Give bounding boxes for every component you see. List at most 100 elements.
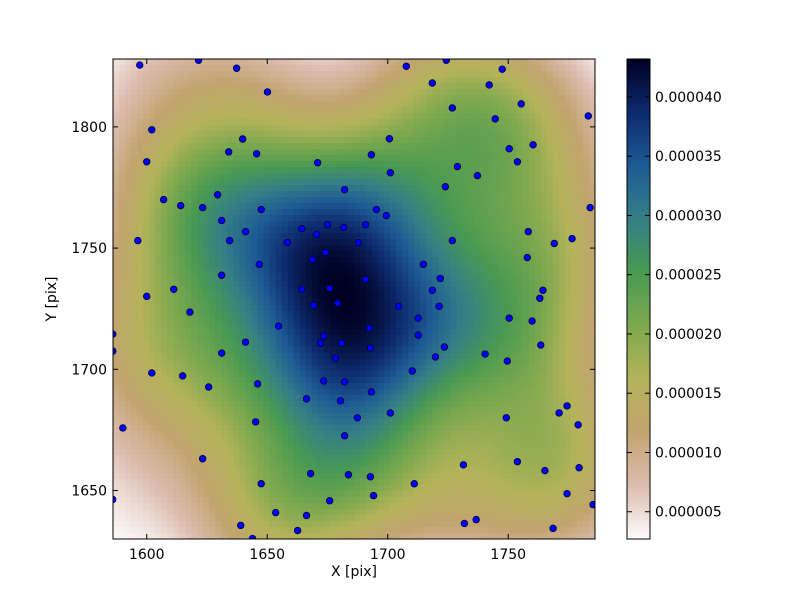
density-cell [197, 65, 204, 72]
density-cell [582, 161, 590, 168]
density-cell [384, 275, 391, 282]
density-cell [203, 245, 210, 252]
density-cell [269, 305, 277, 312]
density-cell [414, 197, 421, 204]
density-cell [149, 251, 156, 258]
density-cell [522, 353, 530, 360]
density-cell [161, 203, 168, 210]
density-cell [239, 203, 247, 210]
density-cell [540, 233, 548, 240]
density-cell [347, 401, 355, 408]
density-cell [233, 299, 241, 306]
density-cell [281, 149, 289, 156]
density-cell [426, 305, 433, 312]
density-cell [143, 431, 150, 438]
density-cell [197, 125, 204, 132]
density-cell [426, 203, 433, 210]
density-cell [522, 371, 530, 378]
density-cell [516, 197, 524, 204]
density-cell [215, 281, 223, 288]
density-cell [510, 191, 518, 198]
density-cell [444, 203, 451, 210]
density-cell [510, 419, 518, 426]
density-cell [311, 221, 319, 228]
density-cell [510, 401, 518, 408]
density-cell [462, 395, 470, 402]
density-cell [173, 161, 180, 168]
density-cell [570, 323, 578, 330]
density-cell [384, 389, 391, 396]
density-cell [498, 305, 506, 312]
density-cell [293, 329, 301, 336]
density-cell [588, 227, 595, 234]
density-cell [474, 263, 482, 270]
density-cell [293, 101, 301, 108]
density-cell [372, 215, 379, 222]
density-cell [203, 257, 210, 264]
density-cell [299, 383, 307, 390]
density-cell [269, 239, 277, 246]
density-cell [444, 395, 451, 402]
density-cell [293, 401, 301, 408]
density-cell [510, 107, 518, 114]
density-cell [480, 263, 488, 270]
density-cell [263, 155, 271, 162]
density-cell [341, 113, 349, 120]
density-cell [299, 137, 307, 144]
density-cell [137, 197, 144, 204]
density-cell [576, 269, 584, 276]
density-cell [414, 89, 421, 96]
density-cell [384, 185, 391, 192]
density-cell [582, 377, 590, 384]
density-cell [588, 413, 595, 420]
density-cell [378, 275, 385, 282]
density-cell [125, 215, 132, 222]
density-cell [329, 389, 337, 396]
density-cell [366, 125, 373, 132]
density-cell [149, 395, 156, 402]
density-cell [305, 425, 313, 432]
density-cell [420, 275, 427, 282]
density-cell [317, 233, 325, 240]
density-cell [119, 131, 126, 138]
density-cell [564, 329, 572, 336]
density-cell [245, 107, 253, 114]
density-cell [402, 161, 409, 168]
density-cell [408, 311, 415, 318]
density-cell [582, 107, 590, 114]
density-cell [347, 329, 355, 336]
density-cell [540, 191, 548, 198]
density-cell [287, 161, 295, 168]
density-cell [263, 83, 271, 90]
density-cell [576, 347, 584, 354]
density-cell [317, 401, 325, 408]
density-cell [480, 113, 488, 120]
density-cell [185, 335, 192, 342]
density-cell [197, 413, 204, 420]
density-cell [384, 221, 391, 228]
density-cell [516, 383, 524, 390]
density-cell [420, 425, 427, 432]
density-cell [185, 353, 192, 360]
density-cell [570, 191, 578, 198]
density-cell [570, 71, 578, 78]
density-cell [137, 383, 144, 390]
density-cell [275, 239, 283, 246]
density-cell [155, 77, 162, 84]
density-cell [414, 113, 421, 120]
density-cell [372, 281, 379, 288]
density-cell [155, 209, 162, 216]
density-cell [209, 233, 217, 240]
density-cell [245, 71, 253, 78]
density-cell [588, 215, 595, 222]
density-cell [335, 215, 343, 222]
density-cell [390, 263, 397, 270]
density-cell [251, 293, 259, 300]
density-cell [125, 347, 132, 354]
density-cell [191, 215, 198, 222]
density-cell [438, 161, 445, 168]
density-cell [281, 113, 289, 120]
density-cell [203, 149, 210, 156]
density-cell [299, 71, 307, 78]
density-cell [149, 113, 156, 120]
